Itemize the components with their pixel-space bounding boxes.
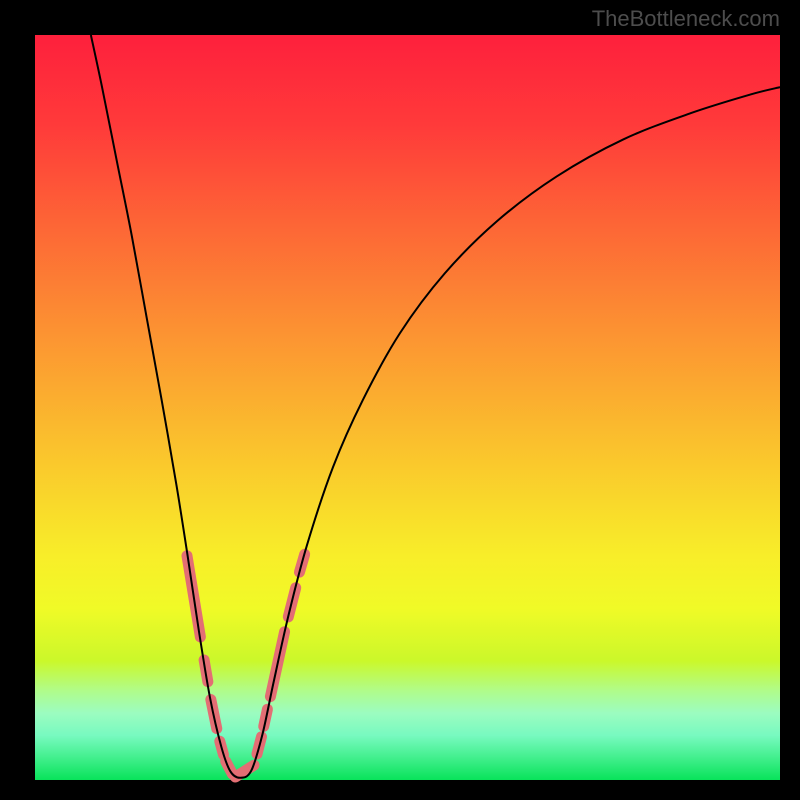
chart-frame: TheBottleneck.com	[0, 0, 800, 800]
chart-overlay	[35, 35, 780, 780]
watermark-text: TheBottleneck.com	[592, 6, 780, 32]
bottleneck-curve	[91, 35, 780, 778]
plot-area	[35, 35, 780, 780]
